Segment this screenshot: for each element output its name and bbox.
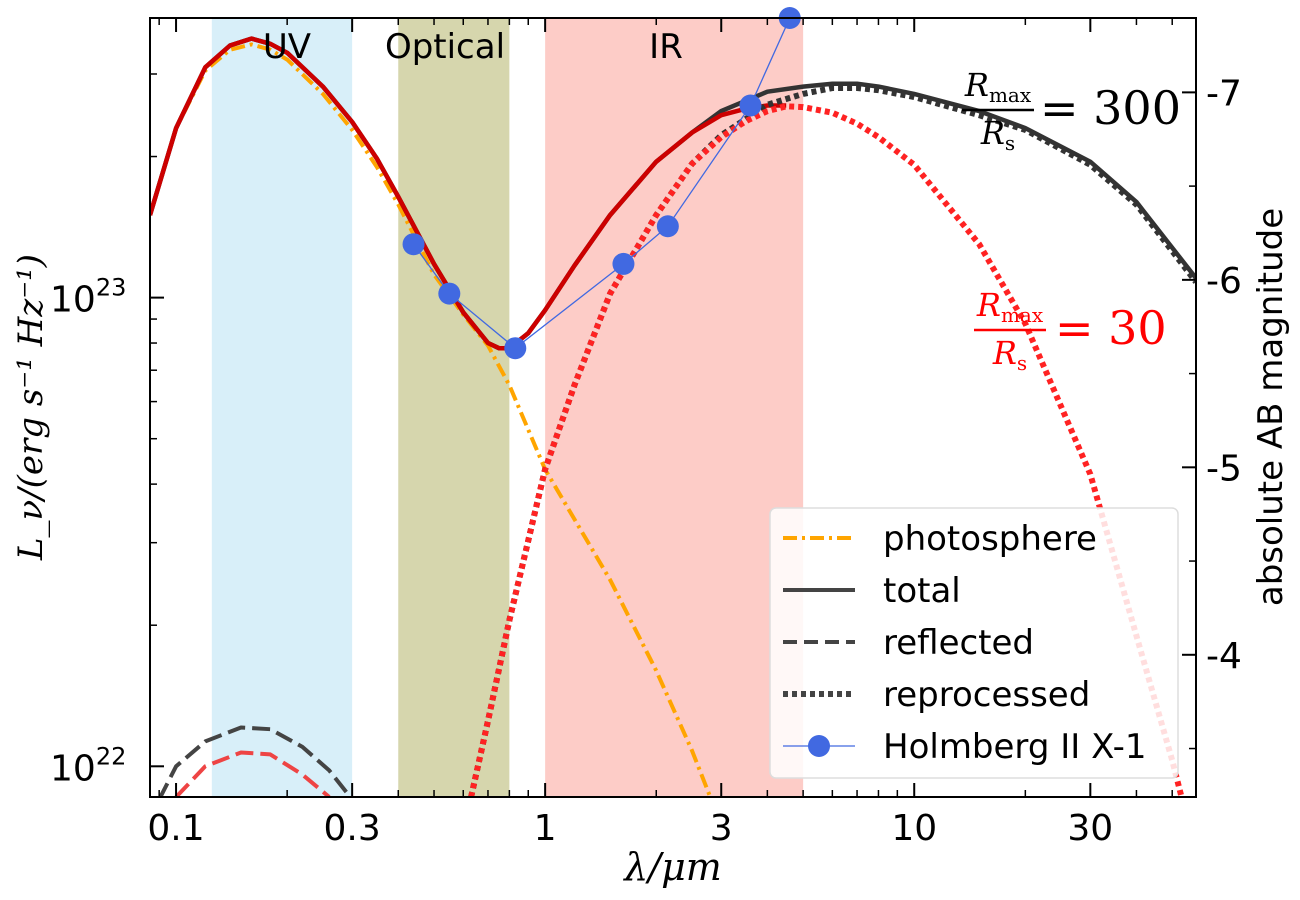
- annotation-value: = 300: [1040, 81, 1181, 135]
- legend-label-reflected: reflected: [883, 623, 1034, 663]
- x-tick-label: 30: [1067, 808, 1113, 849]
- y-tick-exp: 23: [96, 274, 127, 302]
- curve-reflected-30: [174, 750, 331, 797]
- observed-points: [402, 7, 801, 360]
- data-point-6: [739, 94, 762, 117]
- wavelength-bands: [211, 18, 804, 797]
- denominator-sub: s: [1017, 351, 1027, 375]
- band-optical: [398, 18, 510, 797]
- y2-tick-label: -7: [1206, 73, 1242, 114]
- x-tick-label: 10: [891, 808, 937, 849]
- numerator-sub: max: [989, 83, 1032, 107]
- x-axis-label: λ/μm: [622, 845, 722, 889]
- y-tick-label: 1023: [50, 274, 126, 321]
- legend: photosphere total reflected reprocessed Holm…: [769, 507, 1179, 779]
- legend-label-holmberg: Holmberg II X-1: [883, 727, 1147, 767]
- model-curves: [150, 36, 1196, 797]
- fraction-numerator: Rmax: [964, 66, 1032, 107]
- x-tick-label: 0.3: [324, 808, 381, 849]
- y2-axis-label: absolute AB magnitude: [1251, 208, 1291, 606]
- data-point-2: [438, 282, 461, 305]
- band-ir: [545, 18, 804, 797]
- curve-reflected-300: [158, 725, 353, 797]
- y-axis-label: L_ν/(erg s⁻¹ Hz⁻¹): [11, 254, 51, 561]
- y-tick-label: 1022: [50, 742, 126, 789]
- x-tick-label: 1: [534, 808, 557, 849]
- band-labels: UV Optical IR: [263, 27, 683, 67]
- data-point-5: [656, 215, 679, 238]
- band-label-UV: UV: [263, 27, 311, 67]
- y-tick-base: 10: [50, 280, 96, 321]
- data-point-1: [402, 233, 425, 256]
- x-tick-label: 0.1: [147, 808, 204, 849]
- y-tick-base: 10: [50, 748, 96, 789]
- denominator-sub: s: [1005, 131, 1015, 155]
- legend-label-reprocessed: reprocessed: [883, 675, 1090, 715]
- legend-box: [769, 507, 1179, 779]
- curve-photosphere: [150, 42, 713, 797]
- legend-marker-holmberg: [808, 735, 830, 757]
- legend-label-total: total: [883, 571, 961, 611]
- x-tick-label: 3: [710, 808, 733, 849]
- band-UV: [211, 18, 353, 797]
- y2-tick-label: -6: [1206, 261, 1242, 302]
- curve-reprocessed-300: [468, 85, 1196, 797]
- y2-tick-label: -5: [1206, 448, 1242, 489]
- band-label-optical: Optical: [385, 27, 505, 67]
- legend-label-photosphere: photosphere: [883, 519, 1097, 559]
- plot-frame: [149, 17, 1197, 798]
- curve-reprocessed-30: [468, 103, 1185, 797]
- data-point-4: [612, 252, 635, 275]
- curve-total-30: [150, 36, 787, 351]
- annotation-value: = 30: [1055, 301, 1167, 355]
- y-tick-exp: 22: [96, 742, 127, 770]
- fraction-denominator: Rs: [992, 334, 1027, 375]
- axes: 0.1 0.3 1 3 10 3010221023-7-6-5-4λ/μmL_ν/(erg…: [11, 17, 1291, 889]
- y2-tick-label: -4: [1206, 636, 1242, 677]
- data-point-3: [504, 337, 527, 360]
- band-label-ir: IR: [649, 27, 683, 67]
- numerator-sub: max: [1001, 303, 1044, 327]
